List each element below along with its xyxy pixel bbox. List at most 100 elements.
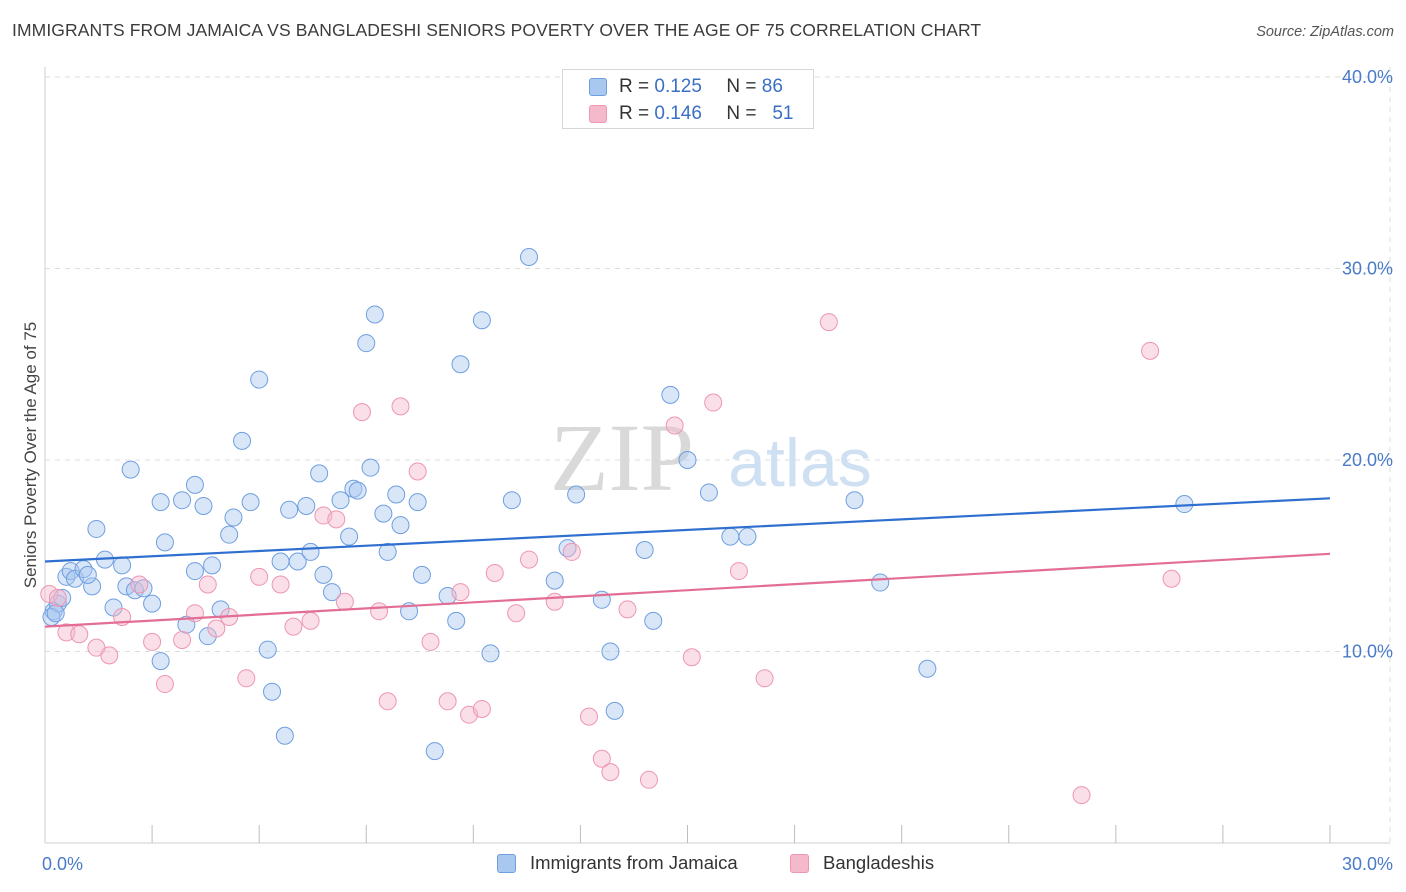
bangladeshi-point <box>173 631 192 650</box>
jamaica-point <box>357 334 376 353</box>
r-value: 0.125 <box>654 76 702 97</box>
jamaica-point <box>520 248 539 267</box>
jamaica-point <box>151 493 170 512</box>
jamaica-point <box>121 460 140 479</box>
r-label: R = <box>619 76 650 97</box>
jamaica-point <box>447 611 466 630</box>
bangladeshi-point <box>352 403 371 422</box>
stats-legend-row-bangladeshi: R = 0.146 N = 51 <box>589 102 793 126</box>
trend-lines <box>44 497 1331 628</box>
jamaica-point <box>601 642 620 661</box>
jamaica-point <box>301 542 320 561</box>
jamaica-point <box>387 485 406 504</box>
jamaica-point <box>451 355 470 374</box>
jamaica-point <box>173 491 192 510</box>
legend-item-bangladeshi[interactable]: Bangladeshis <box>790 852 934 874</box>
bangladeshi-point <box>40 585 59 604</box>
jamaica-point <box>721 527 740 546</box>
bangladeshi-point <box>665 416 684 435</box>
bangladeshi-point <box>335 592 354 611</box>
jamaica-point <box>412 565 431 584</box>
bangladeshi-point <box>755 669 774 688</box>
tick-labels: 10.0% 20.0% 30.0% 40.0% 0.0% 30.0% <box>42 67 1393 874</box>
jamaica-point <box>275 726 294 745</box>
bangladeshi-point <box>472 699 491 718</box>
jamaica-point <box>151 652 170 671</box>
jamaica-point <box>224 508 243 527</box>
jamaica-point <box>605 701 624 720</box>
jamaica-point <box>678 451 697 469</box>
bangladeshi-point <box>100 646 119 665</box>
bangladeshi-swatch <box>589 105 607 123</box>
legend-item-jamaica[interactable]: Immigrants from Jamaica <box>497 852 738 874</box>
jamaica-point <box>845 491 864 510</box>
bangladeshi-point <box>327 510 346 529</box>
jamaica-point <box>185 475 204 494</box>
y-tick-label: 30.0% <box>1342 259 1393 279</box>
jamaica-point <box>502 491 521 510</box>
jamaica-point <box>871 573 890 592</box>
watermark-atlas: atlas <box>728 425 872 501</box>
bangladeshi-point <box>408 462 427 481</box>
jamaica-point <box>155 533 174 552</box>
bangladeshi-point <box>545 592 564 611</box>
jamaica-trend-line <box>44 497 1331 563</box>
stats-legend: R = 0.125 N = 86 R = 0.146 N = 51 <box>562 69 814 129</box>
bangladeshi-point <box>507 604 526 623</box>
jamaica-point <box>271 552 290 571</box>
jamaica-point <box>78 565 97 584</box>
jamaica-swatch <box>497 853 516 873</box>
bangladeshi-point <box>1072 786 1091 805</box>
bangladeshi-point <box>1141 341 1160 360</box>
jamaica-point <box>661 385 680 404</box>
bangladeshi-point <box>579 707 598 726</box>
jamaica-point <box>288 552 307 571</box>
watermark: ZIP atlas <box>550 404 872 511</box>
n-value: 51 <box>772 103 794 124</box>
jamaica-point <box>340 527 359 546</box>
bangladeshi-point <box>130 575 149 594</box>
bangladeshi-point <box>284 617 303 636</box>
chart-title: IMMIGRANTS FROM JAMAICA VS BANGLADESHI S… <box>12 20 982 40</box>
jamaica-point <box>203 556 222 575</box>
bangladeshi-swatch <box>790 853 809 873</box>
n-label: N = <box>726 76 757 97</box>
jamaica-point <box>545 571 564 590</box>
y-tick-label: 40.0% <box>1342 67 1393 87</box>
bangladeshi-point <box>250 567 269 586</box>
stats-legend-row-jamaica: R = 0.125 N = 86 <box>589 75 783 99</box>
jamaica-point <box>263 682 282 701</box>
jamaica-point <box>425 742 444 761</box>
jamaica-point <box>194 496 213 515</box>
bangladeshi-point <box>143 632 162 651</box>
jamaica-point <box>250 370 269 389</box>
source-label: Source: ZipAtlas.com <box>1256 24 1394 40</box>
bangladeshi-point <box>704 393 723 412</box>
data-points <box>40 248 1194 805</box>
bangladeshi-point <box>378 692 397 711</box>
jamaica-point <box>374 504 393 523</box>
x-tick-label: 0.0% <box>42 854 83 874</box>
jamaica-point <box>481 644 500 663</box>
bangladeshi-point <box>601 763 620 782</box>
bangladeshi-point <box>271 575 290 594</box>
bangladeshi-point <box>682 648 701 667</box>
jamaica-point <box>46 604 65 623</box>
bangladeshi-point <box>391 397 410 416</box>
jamaica-point <box>233 431 252 450</box>
y-tick-label: 20.0% <box>1342 450 1393 470</box>
bangladeshi-point <box>520 550 539 569</box>
bangladeshi-point <box>301 611 320 630</box>
r-value: 0.146 <box>654 103 702 124</box>
jamaica-point <box>378 542 397 561</box>
jamaica-point <box>241 493 260 512</box>
bangladeshi-point <box>562 542 581 561</box>
bangladeshi-point <box>618 600 637 619</box>
jamaica-point <box>1175 495 1194 514</box>
y-tick-label: 10.0% <box>1342 642 1393 662</box>
jamaica-point <box>567 485 586 504</box>
bangladeshi-point <box>48 588 67 607</box>
legend-label: Immigrants from Jamaica <box>530 852 738 873</box>
jamaica-point <box>918 659 937 678</box>
